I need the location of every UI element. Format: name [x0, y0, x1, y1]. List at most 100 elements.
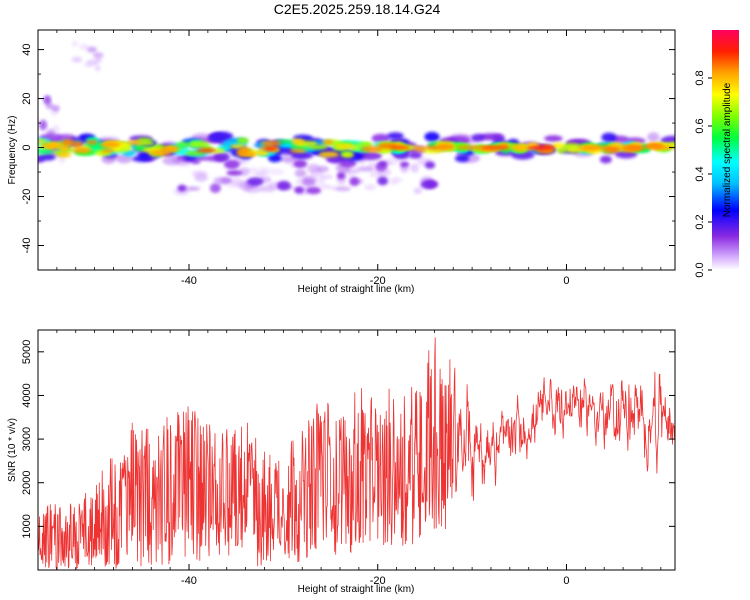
colorbar-tick-label: 0.4: [694, 166, 706, 181]
snr-series-line: [38, 337, 675, 570]
heatmap-cell: [318, 174, 334, 179]
heatmap-cell: [387, 132, 404, 140]
heatmap-cell: [454, 154, 470, 163]
heatmap-cell: [224, 159, 240, 170]
heatmap-cell: [39, 119, 48, 131]
heatmap-cell: [544, 135, 563, 142]
heatmap-cell: [371, 133, 390, 143]
spectrogram-xtick-label: -40: [181, 275, 197, 287]
heatmap-cell: [389, 145, 410, 150]
heatmap-cell: [246, 167, 259, 174]
snr-xtick-label: 0: [563, 575, 569, 587]
heatmap-cell: [377, 176, 389, 186]
spectrogram-ytick-label: 40: [21, 43, 33, 55]
heatmap-cell: [626, 145, 648, 150]
heatmap-cell: [41, 142, 62, 149]
heatmap-cell: [100, 141, 120, 148]
heatmap-cell: [38, 139, 48, 144]
heatmap-cell: [94, 57, 102, 64]
heatmap-cell: [237, 137, 249, 144]
heatmap-cell: [254, 171, 268, 176]
spectrogram-xlabel: Height of straight line (km): [298, 284, 415, 295]
heatmap-cell: [294, 169, 307, 178]
heatmap-cell: [213, 152, 230, 162]
colorbar-ticks: 0.0 0.2 0.4 0.6 0.8: [694, 70, 712, 278]
colorbar-tick-label: 0.2: [694, 214, 706, 229]
heatmap-cell: [364, 183, 376, 191]
spectrogram-ytick-label: 20: [21, 92, 33, 104]
heatmap-cell: [189, 140, 209, 148]
snr-ylabel: SNR (10 * v/v): [7, 418, 18, 482]
heatmap-cell: [289, 148, 307, 153]
heatmap-cell: [349, 177, 360, 186]
heatmap-cell: [367, 162, 378, 168]
heatmap-cell: [94, 65, 101, 72]
heatmap-cell: [258, 150, 270, 156]
heatmap-cell: [647, 132, 660, 143]
heatmap-cell: [226, 170, 243, 176]
heatmap-cell: [601, 132, 617, 143]
heatmap-cell: [294, 186, 305, 194]
heatmap-cell: [236, 148, 248, 155]
heatmap-cell: [194, 173, 208, 182]
heatmap-cell: [58, 144, 70, 152]
heatmap-cell: [389, 177, 399, 186]
snr-ytick-label: 5000: [21, 340, 33, 364]
heatmap-cell: [599, 155, 612, 164]
snr-ticks: -40 -20 0 1000 2000 3000 4000 5000: [21, 330, 675, 587]
heatmap-cell: [72, 148, 92, 154]
spectrogram-ytick-label: -40: [21, 238, 33, 254]
heatmap-cell: [175, 141, 191, 148]
spectrogram-ytick-label: 0: [21, 144, 33, 150]
heatmap-cell: [230, 144, 246, 149]
snr-ytick-label: 2000: [21, 470, 33, 494]
heatmap-cell: [413, 187, 422, 194]
heatmap-cell: [86, 140, 98, 145]
heatmap-cell: [408, 151, 422, 159]
heatmap-cell: [209, 183, 221, 194]
heatmap-cell: [71, 56, 83, 63]
heatmap-cell: [71, 40, 79, 47]
heatmap-cell: [247, 177, 264, 187]
spectrogram-panel: -40 -20 0 -40 -20 0 20 40 Height of straight li…: [7, 29, 676, 295]
heatmap-cell: [267, 168, 285, 175]
heatmap-cell: [101, 148, 115, 153]
spectrogram-ylabel: Frequency (Hz): [7, 116, 18, 185]
heatmap-cell: [336, 186, 351, 192]
heatmap-cell: [291, 138, 305, 146]
heatmap-cell: [526, 145, 556, 150]
heatmap-cell: [400, 161, 410, 167]
colorbar-tick-label: 0.8: [694, 70, 706, 85]
colorbar-tick-label: 0.0: [694, 262, 706, 277]
heatmap-cell: [645, 143, 665, 150]
heatmap-cell: [57, 151, 72, 158]
heatmap-cell: [306, 187, 322, 195]
heatmap-cell: [177, 184, 187, 192]
heatmap-cell: [603, 146, 621, 153]
colorbar-tick-label: 0.6: [694, 118, 706, 133]
snr-frame: [37, 329, 676, 571]
heatmap-cell: [307, 163, 320, 173]
heatmap-cell: [264, 146, 278, 151]
heatmap-cell: [413, 146, 427, 152]
snr-xtick-label: -20: [370, 575, 386, 587]
colorbar-label: Normalized spectral amplitude: [722, 82, 733, 217]
heatmap-cell: [92, 52, 104, 59]
heatmap-cell: [268, 153, 282, 163]
heatmap-cell: [184, 151, 205, 156]
snr-xlabel: Height of straight line (km): [298, 584, 415, 595]
heatmap-cell: [361, 145, 383, 153]
heatmap-cell: [185, 186, 201, 191]
heatmap-cell: [378, 161, 388, 167]
heatmap-cell: [161, 146, 179, 153]
snr-plot-area: [38, 330, 675, 570]
figure-title: C2E5.2025.259.18.14.G24: [274, 1, 441, 17]
snr-panel: -40 -20 0 1000 2000 3000 4000 5000 Height of st…: [7, 329, 676, 595]
spectrogram-xtick-label: 0: [563, 275, 569, 287]
spectrogram-heatmap: [38, 40, 675, 196]
heatmap-cell: [162, 156, 181, 166]
snr-xtick-label: -40: [181, 575, 197, 587]
heatmap-cell: [424, 161, 436, 169]
heatmap-cell: [471, 133, 485, 142]
snr-ytick-label: 1000: [21, 514, 33, 538]
